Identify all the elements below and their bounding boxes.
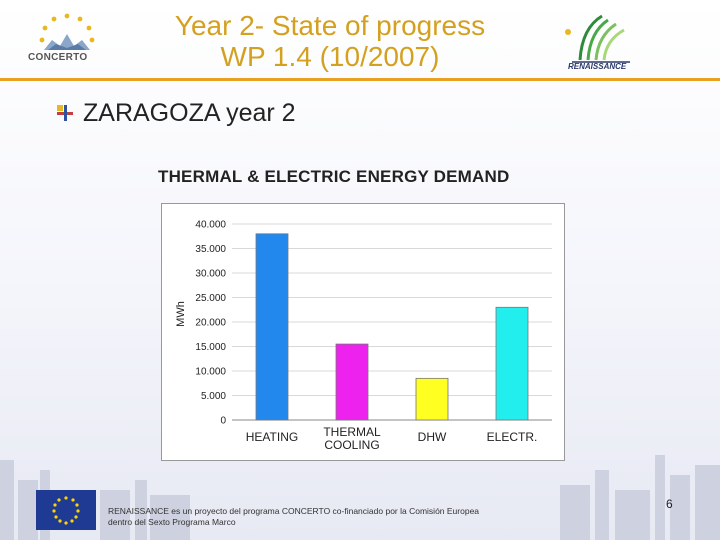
footer-text-line-1: RENAISSANCE es un proyecto del programa … bbox=[108, 506, 480, 516]
eu-flag-icon bbox=[36, 490, 96, 530]
chart-title: THERMAL & ELECTRIC ENERGY DEMAND bbox=[158, 167, 510, 186]
y-tick-label: 5.000 bbox=[201, 391, 226, 402]
x-tick-label: ELECTR. bbox=[487, 430, 538, 444]
chart-frame: MWh 0 5.000 10.000 15.000 20.000 25.000 30.000… bbox=[161, 203, 565, 461]
y-tick-label: 15.000 bbox=[195, 342, 226, 353]
bar bbox=[415, 377, 449, 421]
header-divider bbox=[0, 78, 720, 81]
slide-title: Year 2- State of progress WP 1.4 (10/200… bbox=[120, 10, 540, 72]
y-tick-label: 20.000 bbox=[195, 318, 226, 329]
x-tick-label: DHW bbox=[418, 430, 447, 444]
x-tick-label: THERMAL COOLING bbox=[323, 425, 381, 452]
y-tick-label: 0 bbox=[220, 416, 226, 427]
concerto-logo-text: CONCERTO bbox=[28, 52, 88, 63]
footer-text-line-2: dentro del Sexto Programa Marco bbox=[108, 517, 236, 527]
y-axis-label: MWh bbox=[175, 301, 187, 327]
page-number: 6 bbox=[666, 497, 673, 511]
concerto-logo bbox=[39, 13, 95, 50]
bullet-text: ZARAGOZA year 2 bbox=[83, 98, 296, 127]
renaissance-logo bbox=[565, 14, 630, 63]
bar bbox=[495, 306, 529, 421]
title-line-2: WP 1.4 (10/2007) bbox=[220, 41, 440, 72]
y-axis-ticks: 0 5.000 10.000 15.000 20.000 25.000 30.000 35.0… bbox=[195, 220, 226, 427]
bullet-icon bbox=[57, 105, 73, 121]
bar bbox=[255, 233, 289, 421]
x-tick-label: HEATING bbox=[246, 430, 298, 444]
chart-bars bbox=[255, 233, 529, 421]
y-tick-label: 25.000 bbox=[195, 293, 226, 304]
bar-chart: MWh 0 5.000 10.000 15.000 20.000 25.000 30.000… bbox=[175, 220, 552, 452]
y-tick-label: 35.000 bbox=[195, 244, 226, 255]
y-tick-label: 40.000 bbox=[195, 220, 226, 231]
bullet-item: ZARAGOZA year 2 bbox=[55, 96, 296, 130]
y-tick-label: 30.000 bbox=[195, 269, 226, 280]
x-axis-labels: HEATING THERMAL COOLING DHW ELECTR. bbox=[246, 425, 538, 452]
title-line-1: Year 2- State of progress bbox=[174, 10, 486, 41]
bar bbox=[335, 343, 369, 421]
y-tick-label: 10.000 bbox=[195, 367, 226, 378]
renaissance-logo-text: RENAISSANCE bbox=[568, 62, 627, 71]
footer-text: RENAISSANCE es un proyecto del programa … bbox=[108, 506, 548, 528]
